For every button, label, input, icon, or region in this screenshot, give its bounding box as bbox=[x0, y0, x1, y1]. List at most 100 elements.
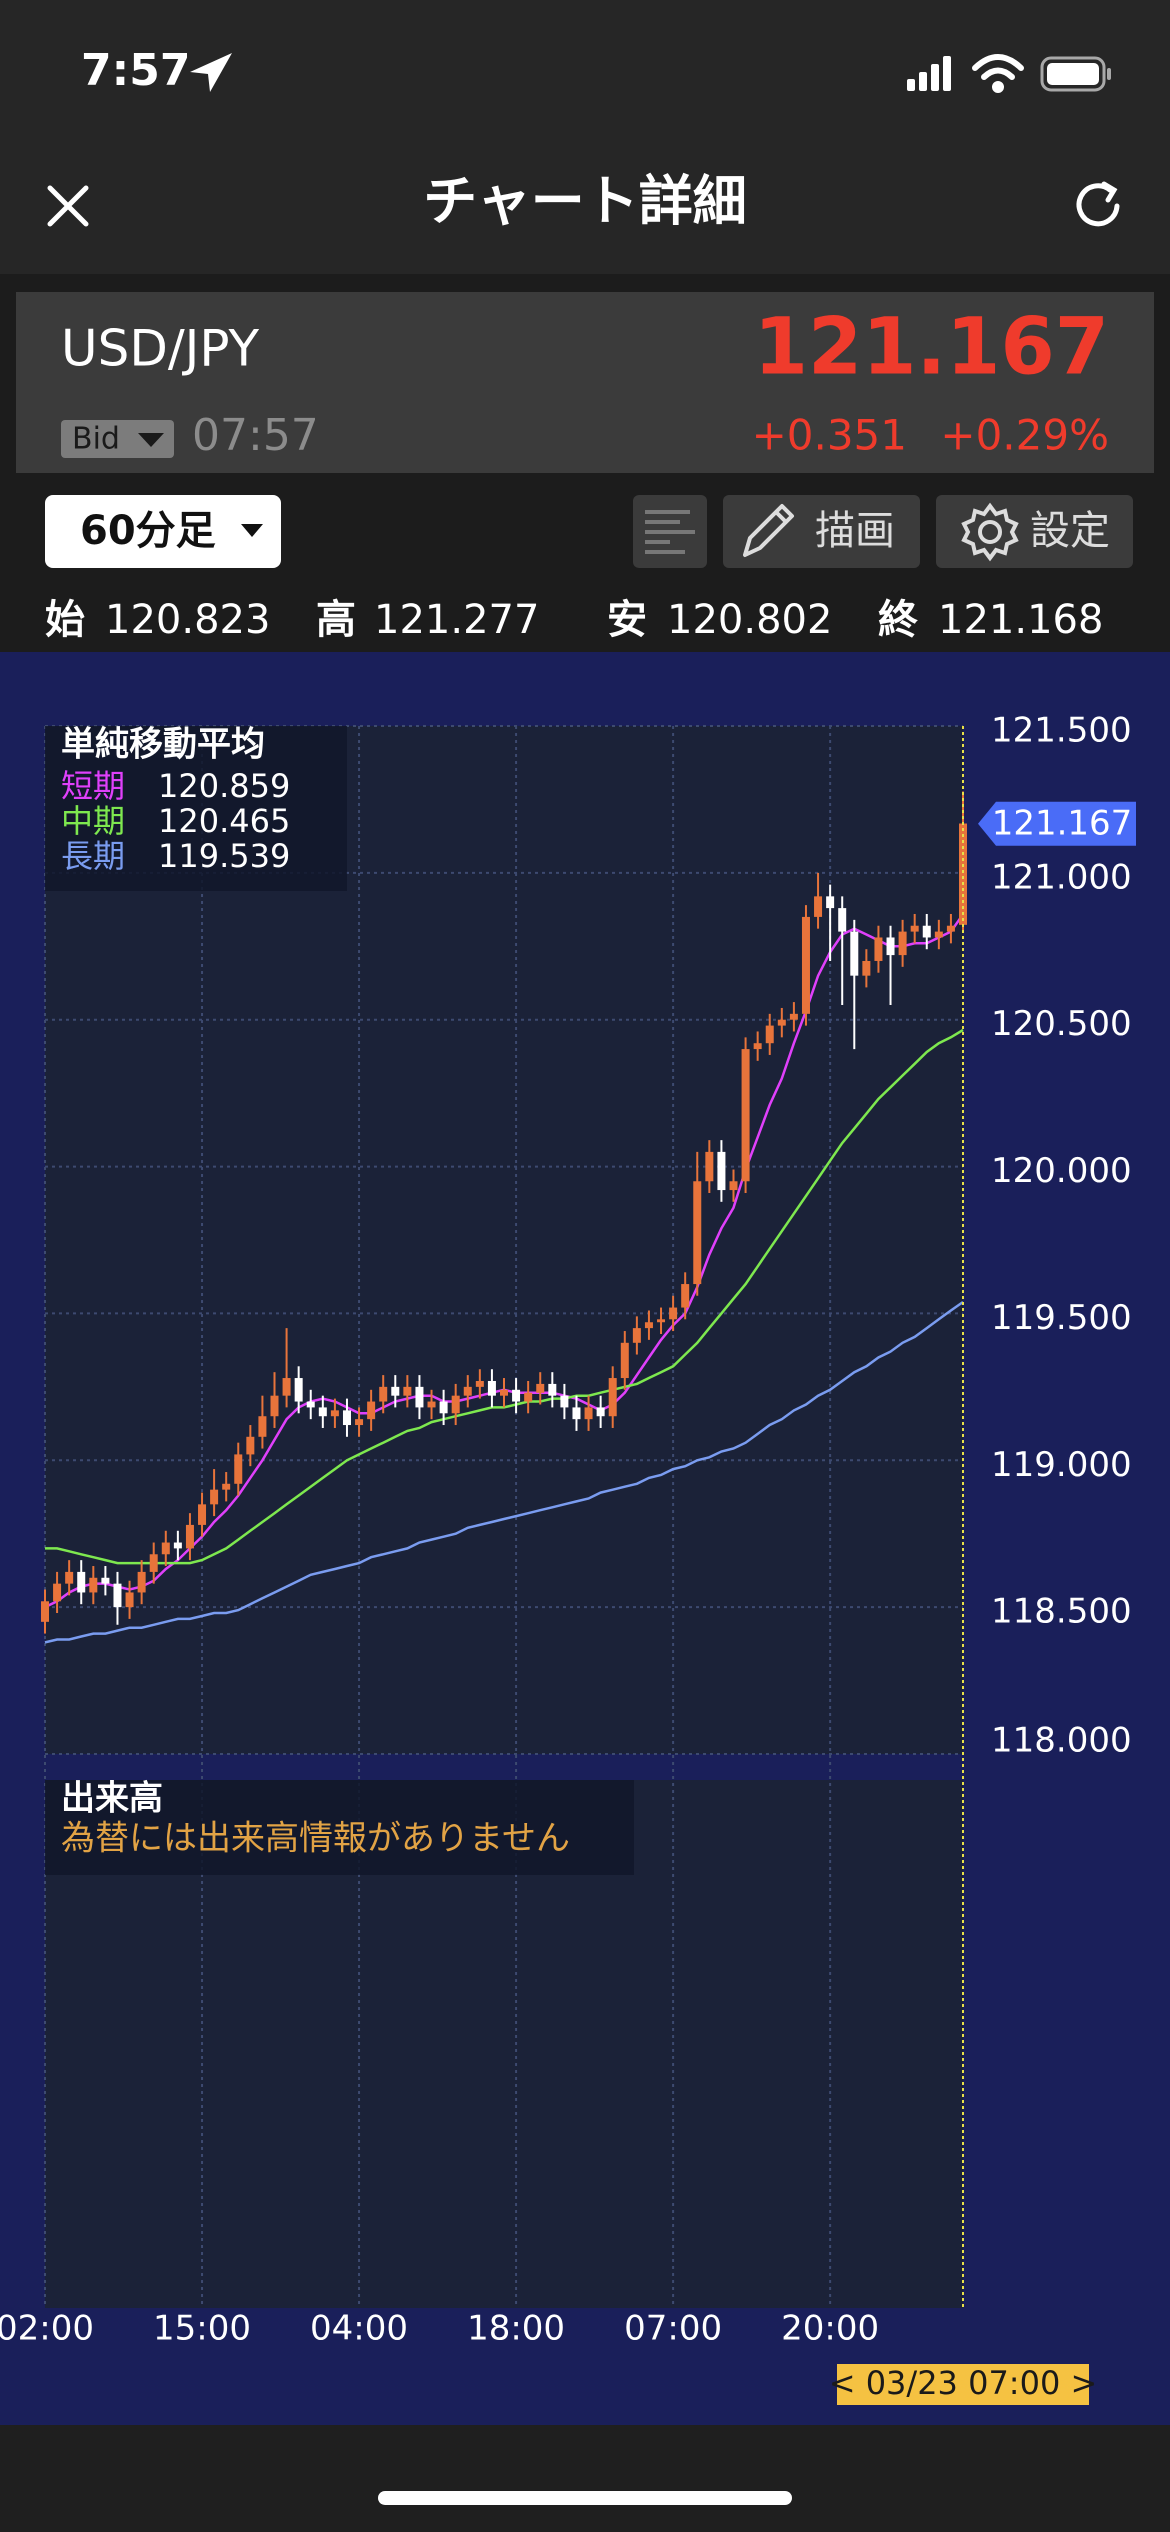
ohlc-value: 121.168 bbox=[938, 597, 1103, 643]
wifi-icon bbox=[972, 54, 1024, 93]
price-change-percent: +0.29% bbox=[940, 411, 1109, 460]
candle-body bbox=[524, 1392, 533, 1402]
cursor-label-box bbox=[837, 2364, 1089, 2405]
candle-body bbox=[173, 1542, 182, 1549]
interval-dropdown[interactable] bbox=[45, 495, 281, 568]
candle-body bbox=[330, 1410, 339, 1417]
candle-body bbox=[77, 1571, 86, 1593]
quote-time: 07:57 bbox=[192, 410, 319, 461]
candle-body bbox=[946, 925, 955, 932]
price-tag-label: 121.167 bbox=[992, 803, 1133, 843]
status-time: 7:57 bbox=[81, 45, 190, 96]
candle-body bbox=[125, 1592, 134, 1608]
legend-name: 長期 bbox=[61, 837, 125, 875]
side-badge[interactable] bbox=[61, 420, 174, 458]
candle-body bbox=[693, 1181, 702, 1285]
volume-title: 出来高 bbox=[61, 1779, 163, 1819]
candle-body bbox=[657, 1319, 666, 1323]
candle-body bbox=[838, 908, 847, 932]
candle-body bbox=[451, 1395, 460, 1414]
candle-body bbox=[113, 1583, 122, 1608]
candle-body bbox=[801, 916, 810, 1014]
candle-body bbox=[910, 925, 919, 932]
page-title: チャート詳細 bbox=[423, 170, 746, 233]
x-tick-label: 04:00 bbox=[310, 2309, 408, 2349]
candle-body bbox=[403, 1386, 412, 1396]
x-tick-label: 20:00 bbox=[781, 2309, 879, 2349]
candle-body bbox=[548, 1383, 557, 1396]
candle-body bbox=[306, 1401, 315, 1408]
candle-body bbox=[862, 960, 871, 976]
candle-body bbox=[137, 1571, 146, 1593]
top-bar bbox=[0, 0, 1170, 274]
legend-name: 中期 bbox=[61, 802, 125, 840]
ohlc-label: 終 bbox=[878, 597, 918, 643]
home-indicator bbox=[378, 2491, 792, 2505]
cursor-label: < 03/23 07:00 > bbox=[829, 2364, 1098, 2402]
candle-body bbox=[584, 1407, 593, 1420]
candle-body bbox=[101, 1577, 110, 1584]
indicator-icon bbox=[645, 510, 695, 554]
candle-body bbox=[934, 931, 943, 938]
candle-body bbox=[379, 1386, 388, 1402]
candle-body bbox=[644, 1322, 653, 1329]
mark-layer: < 03/23 07:00 > 121.167 bbox=[41, 726, 1136, 2405]
candle-body bbox=[65, 1571, 74, 1584]
candle-body bbox=[753, 1043, 762, 1050]
y-tick-label: 118.000 bbox=[991, 1721, 1132, 1761]
x-tick-label: 07:00 bbox=[624, 2309, 722, 2349]
pencil-icon bbox=[743, 504, 794, 557]
candle-body bbox=[500, 1389, 508, 1396]
bottom-area bbox=[0, 2425, 1170, 2532]
candle-body bbox=[886, 937, 895, 956]
legend-title: 単純移動平均 bbox=[61, 725, 265, 765]
candle-body bbox=[463, 1386, 472, 1396]
ohlc-value: 121.277 bbox=[374, 597, 539, 643]
candle-body bbox=[959, 823, 967, 925]
candle-body bbox=[777, 1019, 786, 1026]
candle-body bbox=[222, 1483, 231, 1490]
y-tick-label: 120.000 bbox=[991, 1151, 1132, 1191]
candle-body bbox=[632, 1328, 641, 1343]
gear-icon bbox=[961, 502, 1019, 562]
candle-body bbox=[234, 1454, 243, 1484]
currency-pair: USD/JPY bbox=[61, 320, 259, 378]
current-price: 121.167 bbox=[754, 302, 1109, 392]
candle-body bbox=[258, 1416, 267, 1437]
candle-body bbox=[874, 937, 883, 961]
candle-body bbox=[282, 1378, 291, 1396]
price-change: +0.351 bbox=[752, 411, 907, 460]
candle-body bbox=[608, 1378, 617, 1417]
price-panel bbox=[45, 726, 963, 1754]
ohlc-label: 安 bbox=[607, 597, 647, 643]
legend-name: 短期 bbox=[61, 767, 125, 805]
candle-body bbox=[620, 1342, 629, 1379]
draw-label: 描画 bbox=[815, 508, 895, 554]
candle-body bbox=[475, 1380, 484, 1387]
interval-label: 60分足 bbox=[80, 508, 216, 554]
x-tick-label: 18:00 bbox=[467, 2309, 565, 2349]
candle-body bbox=[898, 931, 907, 956]
candle-body bbox=[765, 1025, 774, 1044]
reload-button[interactable] bbox=[1076, 181, 1120, 227]
candle-body bbox=[596, 1407, 605, 1417]
candle-body bbox=[198, 1504, 207, 1525]
legend-value: 120.465 bbox=[158, 802, 290, 840]
close-button[interactable] bbox=[47, 185, 89, 227]
candle-body bbox=[210, 1489, 219, 1505]
ohlc-row: 始 120.823 高 121.277 安 120.802 終 121.168 bbox=[45, 597, 1103, 643]
legend-box bbox=[45, 726, 347, 891]
ohlc-value: 120.802 bbox=[667, 597, 832, 643]
candle-body bbox=[294, 1378, 303, 1402]
candle-body bbox=[246, 1436, 255, 1455]
settings-label: 設定 bbox=[1030, 508, 1110, 554]
candle-body bbox=[826, 896, 835, 909]
candle-body bbox=[705, 1151, 714, 1182]
candle-body bbox=[161, 1542, 170, 1555]
candle-body bbox=[367, 1401, 376, 1420]
candle-body bbox=[415, 1386, 424, 1408]
x-tick-label: 02:00 bbox=[0, 2309, 94, 2349]
candle-body bbox=[536, 1383, 545, 1393]
y-tick-label: 119.500 bbox=[991, 1298, 1132, 1338]
